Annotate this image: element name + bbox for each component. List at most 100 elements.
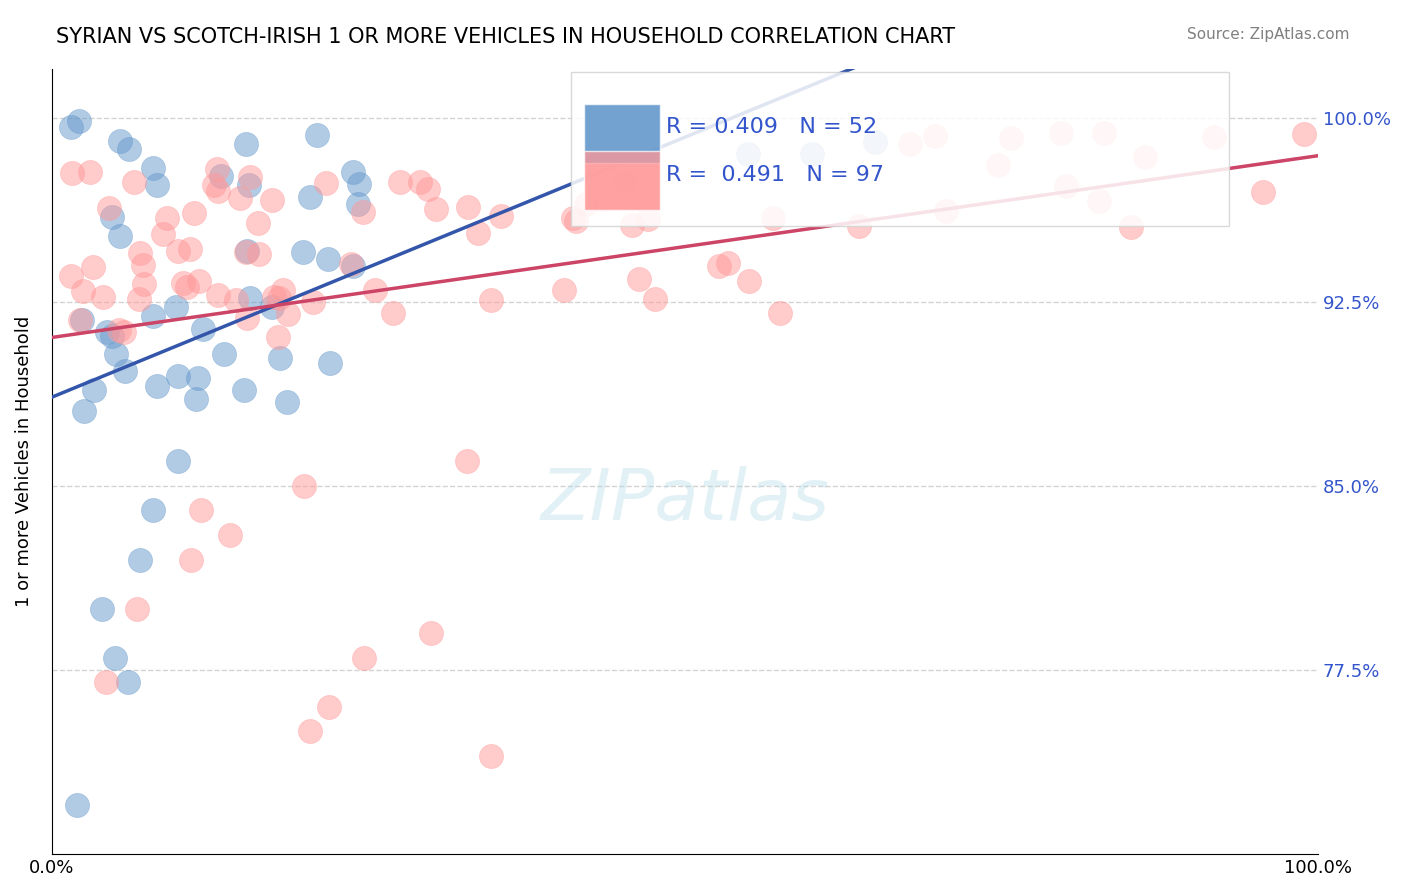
Text: R = 0.409   N = 52: R = 0.409 N = 52 bbox=[666, 118, 877, 137]
Point bbox=[614, 175, 637, 189]
Point bbox=[409, 175, 432, 189]
Text: Source: ZipAtlas.com: Source: ZipAtlas.com bbox=[1187, 27, 1350, 42]
Point bbox=[800, 147, 823, 161]
Point bbox=[419, 626, 441, 640]
Point bbox=[416, 182, 439, 196]
Point bbox=[935, 203, 957, 218]
Point bbox=[298, 724, 321, 739]
Point bbox=[70, 313, 93, 327]
Text: R =  0.491   N = 97: R = 0.491 N = 97 bbox=[666, 165, 884, 185]
Point bbox=[467, 226, 489, 240]
Point bbox=[1092, 126, 1115, 140]
Point bbox=[67, 114, 90, 128]
Point bbox=[292, 479, 315, 493]
Point bbox=[98, 201, 121, 215]
Point bbox=[235, 137, 257, 152]
Point bbox=[108, 229, 131, 244]
Point bbox=[637, 212, 659, 227]
Point bbox=[315, 177, 337, 191]
Point bbox=[128, 293, 150, 307]
Point bbox=[628, 272, 651, 286]
Point bbox=[202, 178, 225, 192]
Point bbox=[229, 191, 252, 205]
Point bbox=[1000, 131, 1022, 145]
Point bbox=[187, 371, 209, 385]
Point bbox=[352, 205, 374, 219]
Point bbox=[276, 395, 298, 409]
Point bbox=[101, 329, 124, 343]
Point bbox=[302, 294, 325, 309]
Point bbox=[122, 176, 145, 190]
Point bbox=[347, 197, 370, 211]
Point bbox=[425, 202, 447, 216]
Point bbox=[382, 306, 405, 320]
Point bbox=[363, 283, 385, 297]
Point bbox=[184, 392, 207, 406]
Point bbox=[1294, 128, 1316, 142]
Point bbox=[1088, 194, 1111, 208]
Point bbox=[620, 218, 643, 232]
Point bbox=[59, 120, 82, 134]
Point bbox=[863, 135, 886, 149]
Point bbox=[316, 252, 339, 266]
Point bbox=[167, 454, 190, 468]
Point bbox=[707, 259, 730, 273]
Point bbox=[900, 137, 922, 152]
Point bbox=[263, 290, 285, 304]
Point bbox=[212, 347, 235, 361]
Point bbox=[565, 213, 588, 227]
Point bbox=[271, 283, 294, 297]
Point bbox=[108, 134, 131, 148]
Point bbox=[246, 216, 269, 230]
Point bbox=[717, 255, 740, 269]
Point bbox=[239, 291, 262, 305]
FancyBboxPatch shape bbox=[583, 151, 659, 210]
Point bbox=[575, 197, 598, 211]
Point bbox=[188, 274, 211, 288]
Point bbox=[593, 192, 616, 206]
Point bbox=[172, 276, 194, 290]
Point bbox=[132, 277, 155, 291]
Point bbox=[318, 699, 340, 714]
Point bbox=[156, 211, 179, 225]
Point bbox=[179, 243, 201, 257]
Point bbox=[342, 260, 364, 274]
Point bbox=[129, 246, 152, 260]
Point bbox=[269, 351, 291, 365]
Point bbox=[269, 291, 291, 305]
Point bbox=[238, 178, 260, 192]
Point bbox=[117, 675, 139, 690]
Point bbox=[91, 601, 114, 615]
Point bbox=[347, 177, 370, 191]
Point bbox=[388, 175, 411, 189]
Point bbox=[553, 283, 575, 297]
Point bbox=[235, 245, 257, 260]
Point bbox=[66, 798, 89, 813]
Point bbox=[91, 290, 114, 304]
Point bbox=[131, 258, 153, 272]
Point bbox=[987, 158, 1010, 172]
Point bbox=[1253, 185, 1275, 199]
Point bbox=[118, 142, 141, 156]
Point bbox=[762, 211, 785, 225]
Point bbox=[112, 325, 135, 339]
Point bbox=[924, 128, 946, 143]
Point bbox=[262, 300, 284, 314]
Point bbox=[79, 164, 101, 178]
Point bbox=[1054, 179, 1077, 194]
Point bbox=[299, 190, 322, 204]
Point bbox=[108, 323, 131, 337]
Point bbox=[59, 269, 82, 284]
Point bbox=[183, 206, 205, 220]
Point bbox=[146, 379, 169, 393]
Point bbox=[69, 312, 91, 326]
Point bbox=[247, 247, 270, 261]
Point bbox=[236, 244, 259, 259]
Point bbox=[277, 307, 299, 321]
Point bbox=[205, 162, 228, 177]
Point bbox=[165, 300, 187, 314]
Point bbox=[225, 293, 247, 308]
Point bbox=[562, 211, 585, 226]
Point bbox=[207, 288, 229, 302]
Y-axis label: 1 or more Vehicles in Household: 1 or more Vehicles in Household bbox=[15, 316, 32, 607]
